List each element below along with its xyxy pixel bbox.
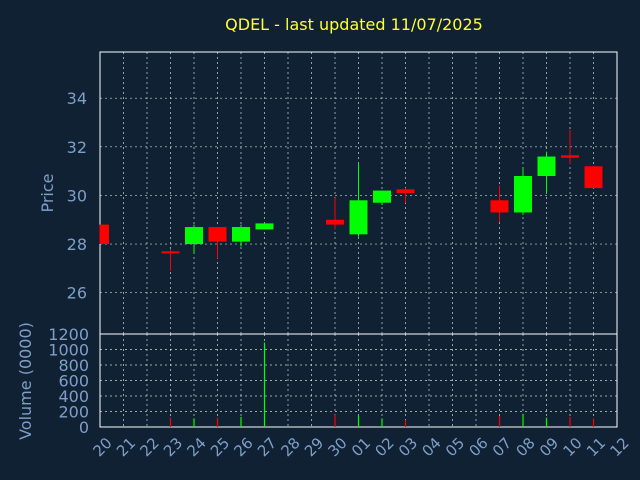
x-tick-label: 12 xyxy=(607,434,633,460)
volume-tick-label: 1200 xyxy=(48,325,89,344)
x-tick-label: 06 xyxy=(466,434,492,460)
x-tick-label: 07 xyxy=(489,434,515,460)
price-tick-label: 26 xyxy=(67,284,87,303)
volume-tick-label: 800 xyxy=(58,356,89,375)
x-axis-label: Day xyxy=(334,460,362,476)
x-tick-label: 02 xyxy=(372,434,398,460)
candle-body xyxy=(373,190,391,203)
candle-body xyxy=(326,219,344,225)
x-tick-label: 25 xyxy=(207,434,233,460)
price-tick-label: 32 xyxy=(67,138,87,157)
x-tick-label: 21 xyxy=(113,434,139,460)
x-tick-label: 09 xyxy=(536,434,562,460)
x-tick-label: 20 xyxy=(90,434,116,460)
volume-axis-label: Volume (0000) xyxy=(16,322,35,440)
candle-body xyxy=(537,156,556,176)
x-tick-label: 05 xyxy=(442,434,468,460)
candle-body xyxy=(232,227,250,242)
volume-tick-label: 1000 xyxy=(48,341,89,360)
x-tick-label: 22 xyxy=(137,434,163,460)
x-tick-label: 30 xyxy=(325,434,351,460)
candle-body xyxy=(514,175,532,213)
x-tick-label: 11 xyxy=(583,434,609,460)
candle-body xyxy=(561,155,579,158)
x-tick-label: 27 xyxy=(254,434,280,460)
x-tick-labels: 2021222324252627282930010203040506070809… xyxy=(90,434,633,460)
volume-tick-label: 400 xyxy=(58,387,89,406)
volume-tick-label: 200 xyxy=(58,403,89,422)
x-tick-label: 01 xyxy=(348,434,374,460)
x-tick-label: 26 xyxy=(231,434,257,460)
candle-body xyxy=(396,189,415,193)
candle-body xyxy=(208,227,227,242)
candle-body xyxy=(100,224,109,245)
x-tick-label: 08 xyxy=(513,434,539,460)
volume-bars xyxy=(169,342,595,427)
chart-title: QDEL - last updated 11/07/2025 xyxy=(225,15,483,34)
price-axis-label: Price xyxy=(38,173,57,212)
x-tick-label: 10 xyxy=(560,434,586,460)
x-tick-label: 23 xyxy=(160,434,186,460)
x-tick-label: 29 xyxy=(301,434,327,460)
candles xyxy=(99,129,603,271)
candle-body xyxy=(349,200,368,235)
grid xyxy=(100,52,617,427)
candle-body xyxy=(255,223,274,230)
x-tick-label: 28 xyxy=(278,434,304,460)
price-tick-label: 30 xyxy=(67,186,87,205)
x-tick-label: 04 xyxy=(419,434,445,460)
x-tick-label: 24 xyxy=(184,434,210,460)
candle-body xyxy=(161,251,180,254)
price-tick-label: 34 xyxy=(67,89,87,108)
candle-body xyxy=(584,166,603,189)
price-tick-label: 28 xyxy=(67,235,87,254)
candle-body xyxy=(185,227,203,245)
volume-tick-label: 600 xyxy=(58,372,89,391)
x-tick-label: 03 xyxy=(395,434,421,460)
candle-body xyxy=(490,200,509,213)
volume-tick-label: 0 xyxy=(79,418,89,437)
